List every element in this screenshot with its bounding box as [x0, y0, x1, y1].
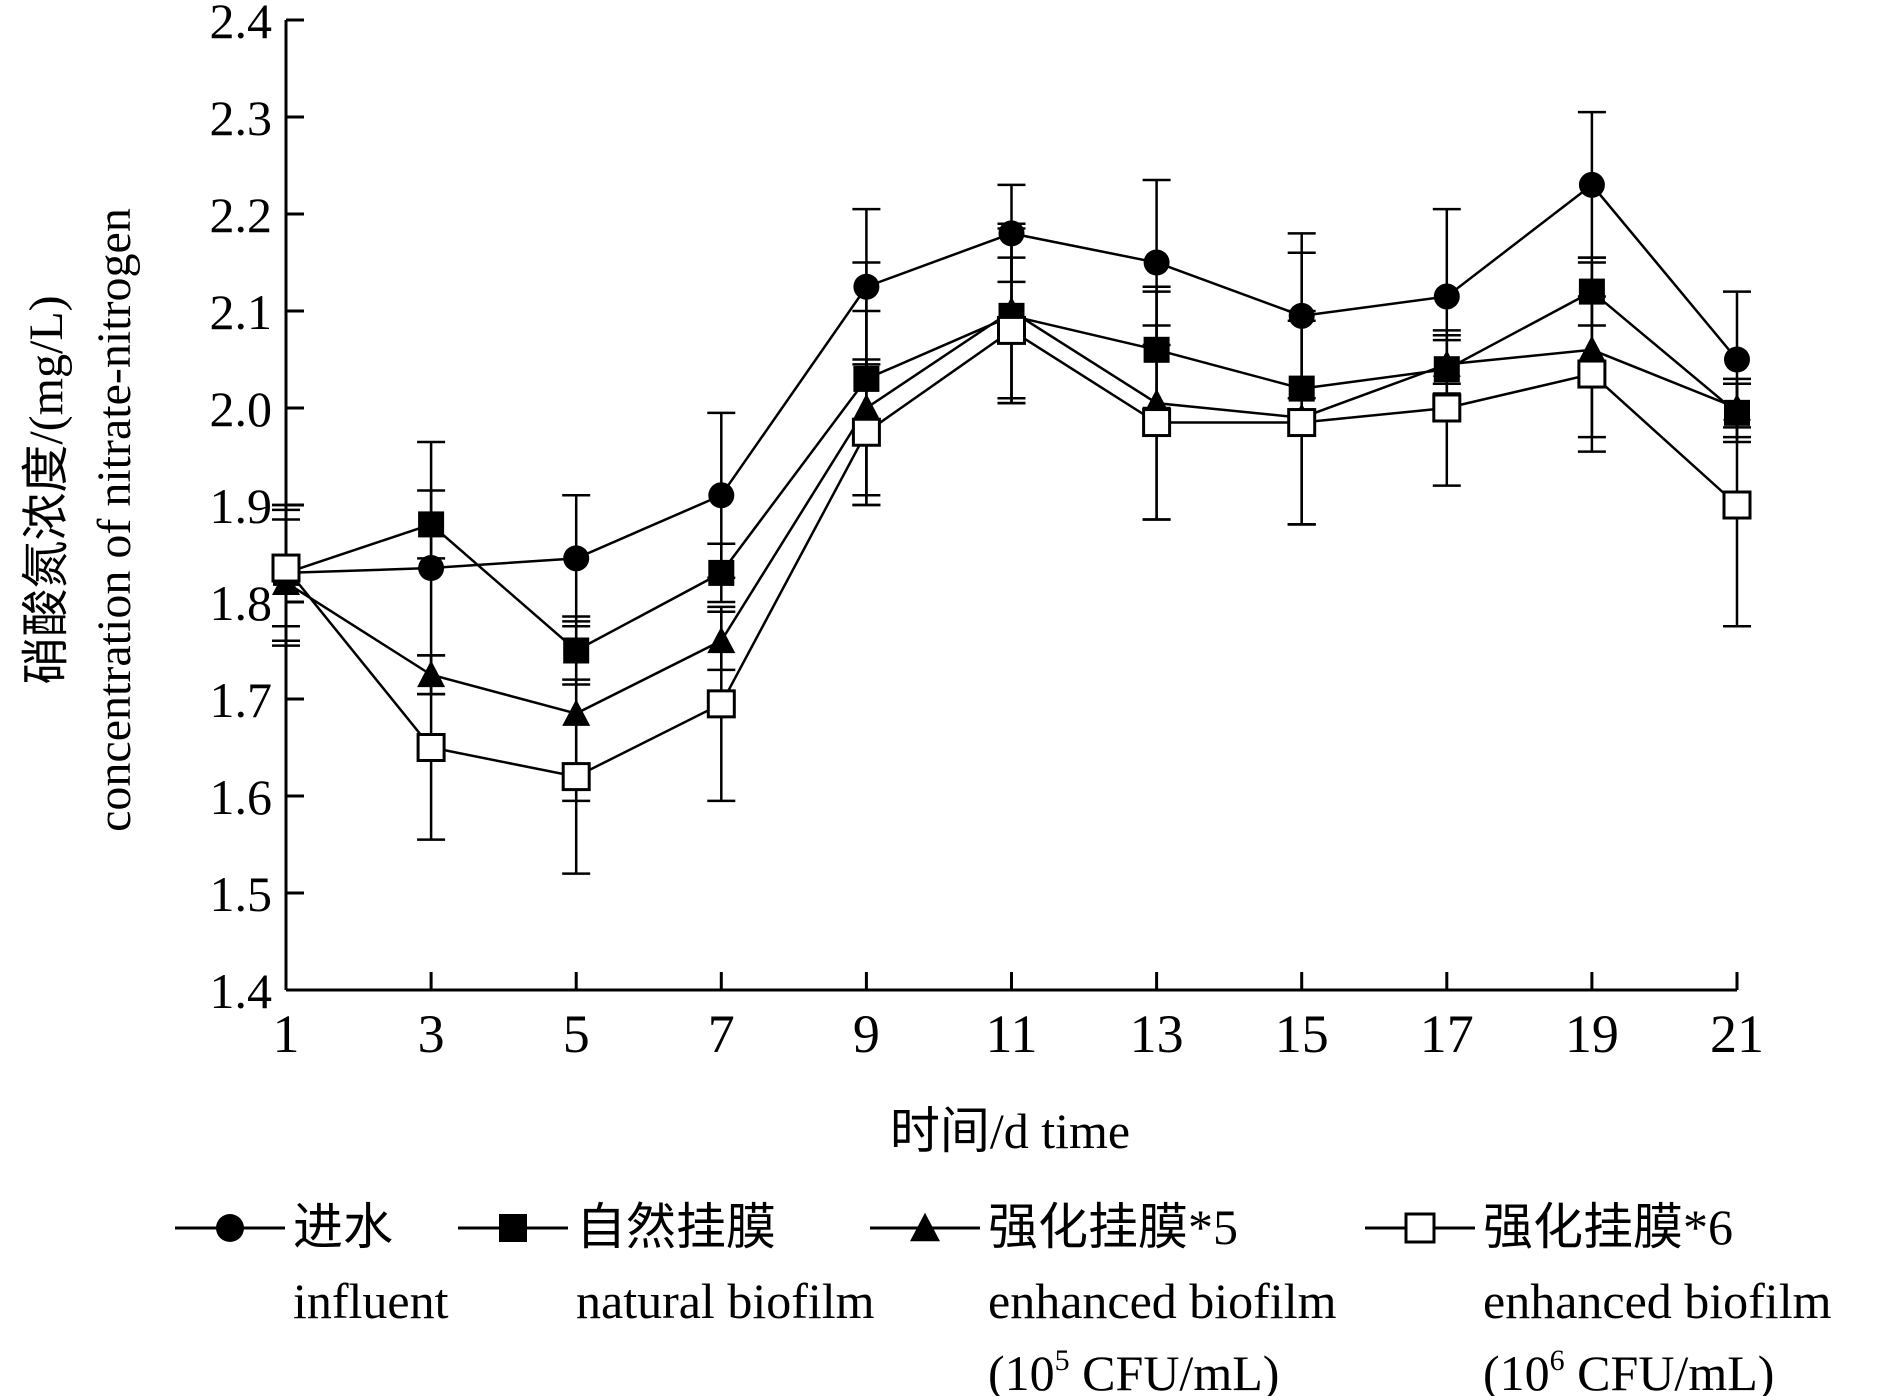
legend-label-note: (105 CFU/mL) [988, 1344, 1279, 1396]
y-tick-label: 2.1 [210, 284, 273, 340]
x-tick-label: 15 [1275, 1004, 1329, 1064]
y-tick-label: 2.2 [210, 187, 273, 243]
data-point [418, 511, 445, 538]
x-tick-label: 13 [1130, 1004, 1184, 1064]
legend-label-en: natural biofilm [576, 1273, 875, 1329]
legend: 进水 influent 自然挂膜 natural biofilm 强化挂膜*5 enhan… [175, 1199, 1832, 1396]
data-point [997, 315, 1026, 345]
legend-marker [1404, 1212, 1436, 1244]
y-tick-label: 1.4 [210, 963, 273, 1019]
x-tick-label: 1 [273, 1004, 300, 1064]
x-tick-label: 21 [1710, 1004, 1764, 1064]
y-tick-label: 1.9 [210, 478, 273, 534]
legend-marker [910, 1212, 940, 1242]
legend-label-cn: 自然挂膜 [576, 1199, 776, 1255]
data-point [1578, 171, 1605, 198]
y-tick-label: 1.6 [210, 769, 273, 825]
data-point [1432, 393, 1462, 423]
data-point [1433, 283, 1460, 310]
data-point [271, 553, 301, 583]
data-point [416, 733, 446, 762]
series-enhanced-biofilm-1e6 [271, 256, 1752, 875]
y-tick-label: 2.0 [210, 381, 273, 437]
x-axis-ticks: 1 3 5 7 9 11 13 15 17 19 21 [273, 972, 1764, 1064]
data-point [708, 559, 735, 586]
x-tick-label: 5 [563, 1004, 590, 1064]
legend-label-cn: 强化挂膜*5 [988, 1199, 1238, 1255]
legend-label-en: enhanced biofilm [1483, 1273, 1832, 1329]
legend-label-en: enhanced biofilm [988, 1273, 1337, 1329]
data-point [563, 545, 590, 572]
x-tick-label: 3 [418, 1004, 445, 1064]
legend-marker [499, 1214, 527, 1242]
x-axis-label: 时间/d time [890, 1103, 1130, 1159]
legend-marker [216, 1214, 244, 1242]
y-tick-label: 1.8 [210, 575, 273, 631]
legend-label-cn: 强化挂膜*6 [1483, 1199, 1733, 1255]
axes [284, 20, 1737, 992]
data-point [708, 482, 735, 509]
data-point [1577, 359, 1607, 389]
x-tick-label: 9 [853, 1004, 880, 1064]
data-point [1143, 249, 1170, 276]
series-layer [271, 110, 1752, 875]
y-tick-label: 1.7 [210, 672, 273, 728]
x-tick-label: 19 [1565, 1004, 1619, 1064]
data-point [706, 689, 736, 719]
y-axis-label-line1: 硝酸氮浓度/(mg/L) [20, 295, 73, 684]
legend-item-enhanced-biofilm-1e6: 强化挂膜*6 enhanced biofilm (106 CFU/mL) [1365, 1199, 1832, 1396]
x-tick-label: 7 [708, 1004, 735, 1064]
x-tick-label: 11 [986, 1004, 1038, 1064]
legend-item-enhanced-biofilm-1e5: 强化挂膜*5 enhanced biofilm (105 CFU/mL) [870, 1199, 1337, 1396]
data-point [1722, 490, 1752, 520]
data-point [418, 555, 445, 582]
y-axis-ticks: 1.4 1.5 1.6 1.7 1.8 1.9 2.0 2.1 2.2 2.3 2.4 [210, 0, 304, 1019]
y-axis-label-line2: concentration of nitrate-nitrogen [88, 208, 141, 832]
legend-item-natural-biofilm: 自然挂膜 natural biofilm [458, 1199, 875, 1329]
y-tick-label: 2.3 [210, 90, 273, 146]
data-point [851, 417, 881, 447]
y-tick-label: 1.5 [210, 866, 273, 922]
legend-label-en: influent [293, 1273, 449, 1329]
y-tick-label: 2.4 [210, 0, 273, 49]
legend-item-influent: 进水 influent [175, 1199, 449, 1329]
legend-label-cn: 进水 [293, 1199, 393, 1255]
legend-label-note: (106 CFU/mL) [1483, 1344, 1774, 1396]
data-point [561, 762, 591, 792]
data-point [1142, 408, 1172, 438]
x-tick-label: 17 [1420, 1004, 1474, 1064]
data-point [1287, 408, 1317, 438]
data-point [1724, 346, 1750, 373]
